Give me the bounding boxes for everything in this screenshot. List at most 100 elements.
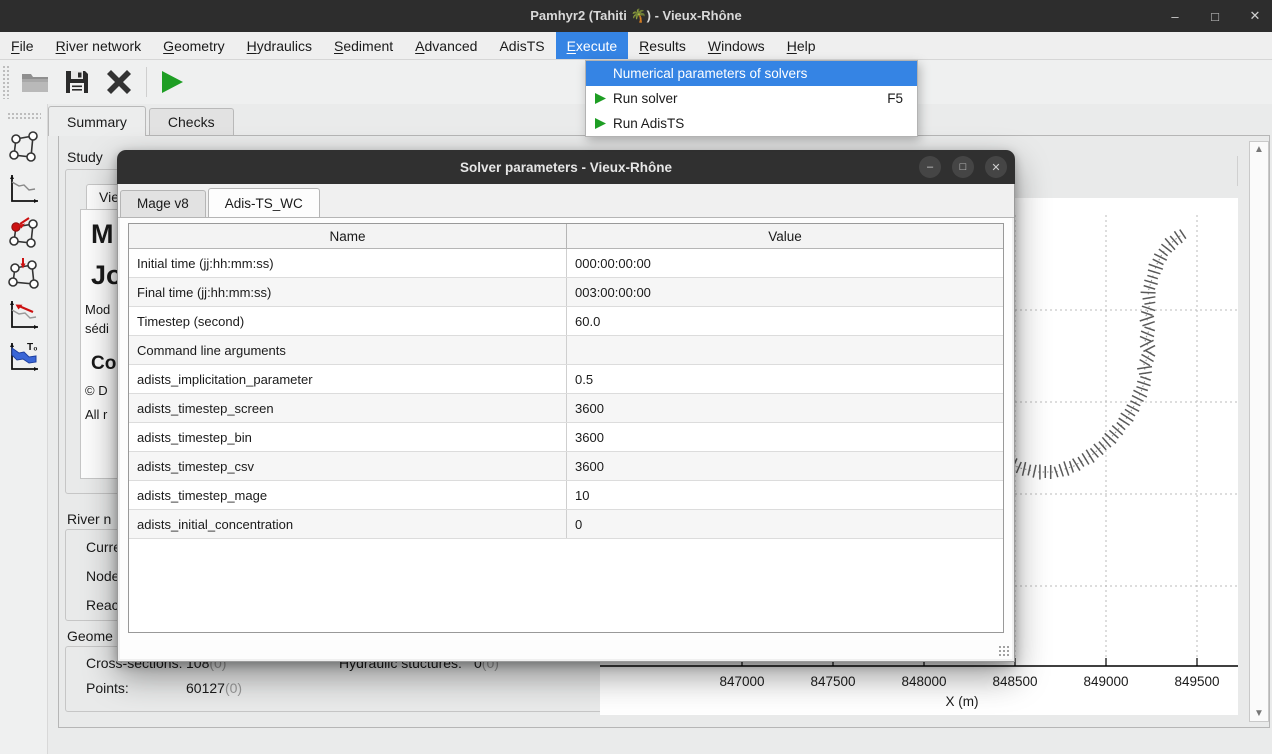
table-row[interactable]: Final time (jj:hh:mm:ss) 003:00:00:00 xyxy=(129,278,1003,307)
table-row[interactable]: adists_initial_concentration 0 xyxy=(129,510,1003,539)
dialog-minimize-icon[interactable]: – xyxy=(919,156,941,178)
geometry-group-label: Geome xyxy=(67,628,113,644)
menu-item-run-solver[interactable]: Run solver F5 xyxy=(586,86,917,111)
table-row[interactable]: adists_timestep_mage 10 xyxy=(129,481,1003,510)
table-row[interactable]: Initial time (jj:hh:mm:ss) 000:00:00:00 xyxy=(129,249,1003,278)
study-subheading: Co xyxy=(91,353,117,374)
param-name-cell: Final time (jj:hh:mm:ss) xyxy=(129,278,567,306)
solver-parameters-table: Name Value Initial time (jj:hh:mm:ss) 000:0… xyxy=(128,223,1004,633)
dialog-tab-content: Name Value Initial time (jj:hh:mm:ss) 000:0… xyxy=(120,218,1012,659)
lateral-contribution-icon[interactable] xyxy=(4,252,44,294)
window-titlebar: Pamhyr2 (Tahiti 🌴) - Vieux-Rhône – □ ✕ xyxy=(0,0,1272,32)
param-value-cell[interactable]: 10 xyxy=(575,487,590,503)
table-row[interactable]: Timestep (second) 60.0 xyxy=(129,307,1003,336)
stat-points: Points: 60127 (0) xyxy=(86,680,242,696)
param-value-cell[interactable]: 3600 xyxy=(575,429,604,445)
reach-profile-icon[interactable] xyxy=(4,168,44,210)
dialog-tab-divider xyxy=(118,217,1014,218)
dialog-title: Solver parameters - Vieux-Rhône xyxy=(459,159,673,175)
run-solver-icon[interactable] xyxy=(155,65,189,99)
study-desc-line1: Mod xyxy=(85,302,111,317)
dialog-tab-adis-ts-wc[interactable]: Adis-TS_WC xyxy=(207,188,320,217)
table-row[interactable]: Command line arguments xyxy=(129,336,1003,365)
param-name-cell: Timestep (second) xyxy=(129,307,567,335)
minimize-icon[interactable]: – xyxy=(1171,8,1179,24)
param-name-cell: Command line arguments xyxy=(129,336,567,364)
column-header-name[interactable]: Name xyxy=(129,224,567,248)
param-value-cell[interactable] xyxy=(567,336,1003,364)
chart-toolbar-divider xyxy=(1237,156,1238,186)
river-network-row: Curre xyxy=(86,539,122,555)
dialog-resize-grip[interactable] xyxy=(998,645,1010,657)
table-row[interactable]: adists_timestep_bin 3600 xyxy=(129,423,1003,452)
svg-text:T₀: T₀ xyxy=(27,342,38,353)
dialog-body: Mage v8 Adis-TS_WC Name Value Initial time … xyxy=(117,184,1015,662)
table-row[interactable]: adists_timestep_csv 3600 xyxy=(129,452,1003,481)
dialog-titlebar[interactable]: Solver parameters - Vieux-Rhône – □ ✕ xyxy=(117,150,1015,184)
close-icon[interactable]: ✕ xyxy=(1249,8,1261,23)
menu-item-numerical-parameters-of-solvers[interactable]: Numerical parameters of solvers xyxy=(586,61,917,86)
menu-item-label: Run solver xyxy=(613,91,678,106)
stat-extra: (0) xyxy=(224,680,243,696)
initial-state-icon[interactable]: T₀ xyxy=(4,336,44,378)
window-title: Pamhyr2 (Tahiti 🌴) - Vieux-Rhône xyxy=(530,8,742,23)
stat-value: 60127 xyxy=(186,680,225,696)
close-study-icon[interactable] xyxy=(102,65,136,99)
menu-item-shortcut: F5 xyxy=(887,91,903,106)
param-value-cell[interactable]: 0.5 xyxy=(575,371,594,387)
tab-summary[interactable]: Summary xyxy=(48,106,146,136)
param-value-cell[interactable]: 000:00:00:00 xyxy=(575,255,651,271)
play-icon xyxy=(594,117,607,130)
param-name-cell: adists_implicitation_parameter xyxy=(129,365,567,393)
param-name-cell: adists_timestep_csv xyxy=(129,452,567,480)
maximize-icon[interactable]: □ xyxy=(1211,8,1219,24)
river-network-icon[interactable] xyxy=(4,126,44,168)
param-value-cell[interactable]: 003:00:00:00 xyxy=(575,284,651,300)
chart-vertical-scrollbar[interactable]: ▲ ▼ xyxy=(1249,141,1269,722)
dialog-tab-mage-v8[interactable]: Mage v8 xyxy=(120,190,206,217)
river-network-group-label: River n xyxy=(67,511,112,527)
tab-checks[interactable]: Checks xyxy=(148,108,234,136)
param-value-cell[interactable]: 60.0 xyxy=(575,313,601,329)
param-name-cell: adists_timestep_screen xyxy=(129,394,567,422)
table-row[interactable]: adists_implicitation_parameter 0.5 xyxy=(129,365,1003,394)
param-name-cell: adists_timestep_mage xyxy=(129,481,567,509)
play-icon xyxy=(594,92,607,105)
open-folder-icon[interactable] xyxy=(18,65,52,99)
param-value-cell[interactable]: 3600 xyxy=(575,400,604,416)
initial-conditions-icon[interactable] xyxy=(4,294,44,336)
stat-label: Points: xyxy=(86,680,129,696)
dialog-tab-bar: Mage v8 Adis-TS_WC xyxy=(120,186,322,217)
toolbar-drag-handle[interactable] xyxy=(2,65,10,99)
param-value-cell[interactable]: 3600 xyxy=(575,458,604,474)
save-icon[interactable] xyxy=(60,65,94,99)
side-toolbar-drag-handle[interactable] xyxy=(6,112,41,120)
param-name-cell: adists_timestep_bin xyxy=(129,423,567,451)
scroll-down-icon[interactable]: ▼ xyxy=(1254,708,1264,719)
menu-item-run-adists[interactable]: Run AdisTS xyxy=(586,111,917,136)
scroll-up-icon[interactable]: ▲ xyxy=(1254,144,1264,155)
study-group-label: Study xyxy=(67,149,103,165)
dialog-close-icon[interactable]: ✕ xyxy=(985,156,1007,178)
param-value-cell[interactable]: 0 xyxy=(575,516,583,532)
dialog-maximize-icon[interactable]: □ xyxy=(952,156,974,178)
column-header-value[interactable]: Value xyxy=(768,228,802,244)
stat-value: 0 xyxy=(474,655,482,671)
table-row[interactable]: adists_timestep_screen 3600 xyxy=(129,394,1003,423)
param-name-cell: adists_initial_concentration xyxy=(129,510,567,538)
study-rights: All r xyxy=(85,407,108,422)
boundary-conditions-icon[interactable] xyxy=(4,210,44,252)
menu-adists[interactable]: AdisTS xyxy=(499,37,545,54)
